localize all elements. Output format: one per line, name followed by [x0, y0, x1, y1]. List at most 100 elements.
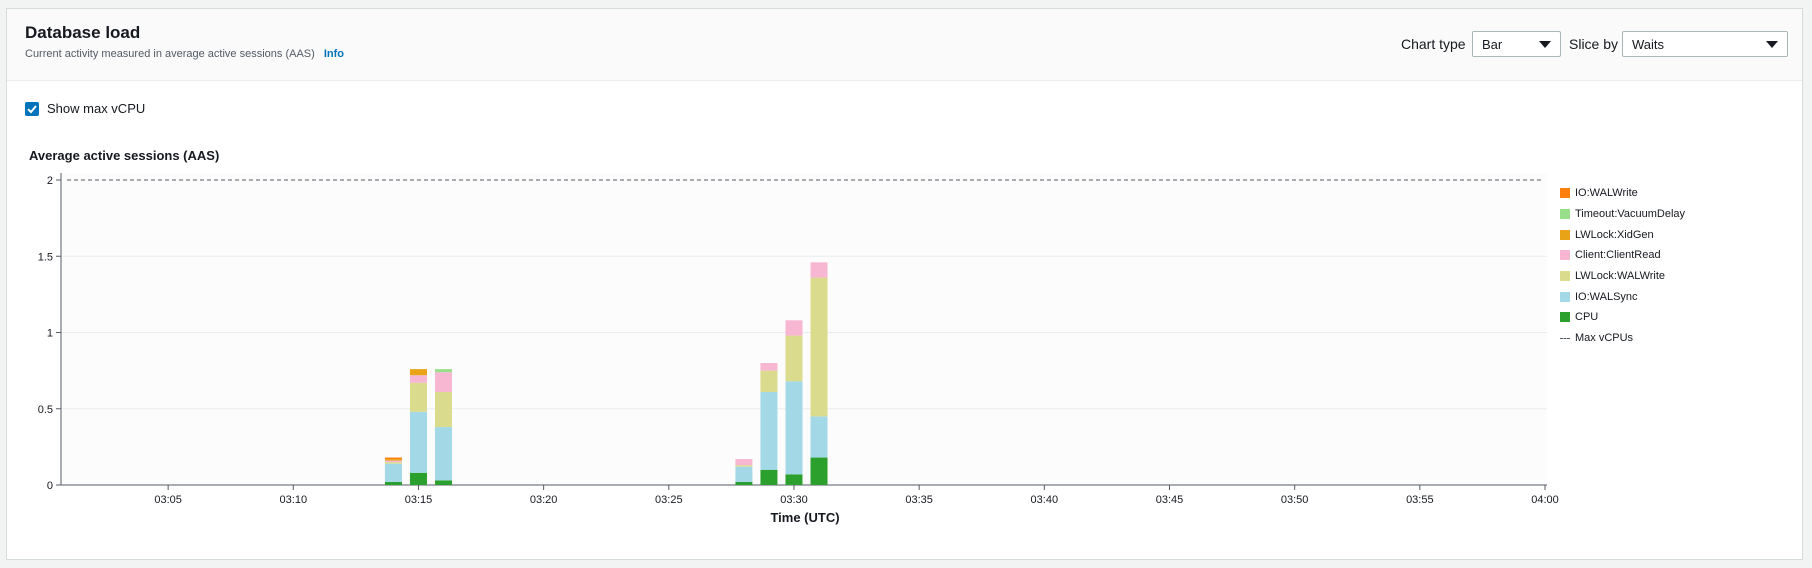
bar-segment-io-walwrite [384, 457, 402, 460]
legend-item[interactable]: CPU [1560, 307, 1685, 328]
legend-item[interactable]: IO:WALSync [1560, 286, 1685, 307]
y-tick-label: 1 [47, 328, 53, 340]
bar-segment-client-clientread [785, 320, 803, 336]
bar-segment-lwlock-xidgen [409, 369, 427, 376]
legend-item[interactable]: LWLock:XidGen [1560, 224, 1685, 245]
x-tick-label: 03:35 [905, 494, 933, 506]
slice-by-select[interactable]: Waits [1622, 31, 1788, 57]
chart-title: Average active sessions (AAS) [29, 148, 220, 163]
bar-segment-cpu [785, 474, 803, 485]
info-link[interactable]: Info [323, 48, 345, 60]
legend-item[interactable]: Client:ClientRead [1560, 245, 1685, 266]
checkmark-icon [27, 104, 37, 113]
caret-down-icon [1766, 41, 1778, 48]
aas-chart: 0 0.5 1 1.5 2 03:05 03:10 03:15 03:20 03:25 03:30… [38, 173, 1559, 525]
legend-swatch [1560, 271, 1570, 282]
legend-label: Max vCPUs [1575, 332, 1634, 345]
bar-segment-timeout-vacuumdelay [435, 369, 453, 373]
bar-segment-cpu [735, 481, 753, 485]
bar-segment-io-walsync [760, 391, 778, 470]
checkbox[interactable] [25, 101, 39, 116]
legend-dash [1560, 337, 1570, 339]
slice-by-value: Waits [1632, 37, 1665, 52]
x-tick-label: 03:45 [1156, 494, 1184, 506]
chart-type-value: Bar [1482, 37, 1503, 52]
subtitle-text: Current activity measured in average act… [25, 48, 315, 60]
bar-segment-io-walsync [409, 411, 427, 473]
x-tick-label: 03:05 [154, 494, 182, 506]
legend-label: Client:ClientRead [1575, 249, 1661, 262]
legend-swatch [1560, 250, 1570, 261]
bar-segment-cpu [810, 457, 828, 485]
x-tick-label: 03:10 [280, 494, 308, 506]
x-tick-label: 03:40 [1031, 494, 1059, 506]
legend-swatch [1560, 312, 1570, 323]
show-max-vcpu-label: Show max vCPU [47, 101, 146, 116]
x-tick-label: 03:15 [405, 494, 433, 506]
bar-segment-io-walsync [435, 427, 453, 481]
legend-swatch [1560, 188, 1570, 199]
grid [61, 255, 1547, 410]
legend-label: CPU [1575, 311, 1599, 324]
chart-type-select[interactable]: Bar [1472, 31, 1561, 57]
y-tick-label: 0.5 [38, 404, 53, 416]
bar-segment-lwlock-walwrite [735, 465, 753, 467]
y-tick-label: 0 [47, 480, 53, 492]
legend-swatch [1560, 209, 1570, 220]
plot-area [61, 173, 1547, 485]
legend-swatch [1560, 229, 1570, 240]
bar-segment-io-walsync [384, 463, 402, 482]
bar-segment-client-clientread [384, 460, 402, 463]
show-max-vcpu-toggle[interactable]: Show max vCPU [25, 101, 145, 116]
legend-item[interactable]: IO:WALWrite [1560, 183, 1685, 204]
legend-label: LWLock:XidGen [1575, 228, 1654, 241]
chart-type-label: Chart type [1401, 36, 1466, 52]
legend-label: IO:WALSync [1575, 290, 1638, 303]
bar-segment-client-clientread [760, 363, 778, 371]
bar-segment-lwlock-xidgen [384, 459, 402, 461]
panel-title: Database load [25, 23, 141, 42]
bar-segment-lwlock-walwrite [785, 335, 803, 382]
bar-segment-lwlock-walwrite [409, 382, 427, 412]
bar-segment-client-clientread [735, 459, 753, 466]
caret-down-icon [1539, 41, 1551, 48]
bar-segment-client-clientread [409, 375, 427, 383]
legend-label: Timeout:VacuumDelay [1575, 208, 1686, 221]
x-axis-label: Time (UTC) [770, 510, 839, 525]
bar-segment-lwlock-walwrite [435, 391, 453, 428]
slice-by-label: Slice by [1569, 36, 1619, 52]
x-tick-label: 03:20 [530, 494, 558, 506]
legend-item[interactable]: Timeout:VacuumDelay [1560, 204, 1685, 225]
bar-segment-io-walsync [785, 381, 803, 475]
x-tick-label: 03:25 [655, 494, 683, 506]
bar-segment-io-walsync [735, 466, 753, 482]
bar-segment-cpu [435, 480, 453, 485]
bars [384, 262, 828, 485]
legend-item[interactable]: LWLock:WALWrite [1560, 266, 1685, 287]
bar-segment-cpu [384, 481, 402, 485]
panel-header: Database load Current activity measured … [7, 9, 1802, 81]
x-tick-label: 03:55 [1406, 494, 1434, 506]
database-load-panel: Database load Current activity measured … [6, 8, 1803, 560]
bar-segment-client-clientread [435, 372, 453, 392]
bar-segment-cpu [760, 469, 778, 485]
bar-segment-io-walsync [810, 416, 828, 458]
bar-segment-lwlock-walwrite [384, 462, 402, 464]
bar-segment-cpu [409, 472, 427, 485]
bar-segment-lwlock-walwrite [810, 277, 828, 417]
x-tick-label: 03:50 [1281, 494, 1309, 506]
y-axis: 0 0.5 1 1.5 2 [38, 173, 62, 492]
bar-segment-client-clientread [810, 262, 828, 278]
x-axis: 03:05 03:10 03:15 03:20 03:25 03:30 03:35 03:40… [61, 484, 1559, 506]
legend: IO:WALWrite Timeout:VacuumDelay LWLock:Xid… [1560, 183, 1685, 349]
legend-item-max-vcpus[interactable]: Max vCPUs [1560, 328, 1685, 349]
x-tick-label: 03:30 [780, 494, 808, 506]
x-tick-label: 04:00 [1531, 494, 1559, 506]
legend-swatch [1560, 291, 1570, 302]
y-tick-label: 2 [47, 175, 53, 187]
legend-label: IO:WALWrite [1575, 187, 1638, 200]
bar-segment-lwlock-walwrite [760, 370, 778, 392]
panel-subtitle: Current activity measured in average act… [25, 48, 344, 60]
y-tick-label: 1.5 [38, 251, 53, 263]
legend-label: LWLock:WALWrite [1575, 270, 1666, 283]
